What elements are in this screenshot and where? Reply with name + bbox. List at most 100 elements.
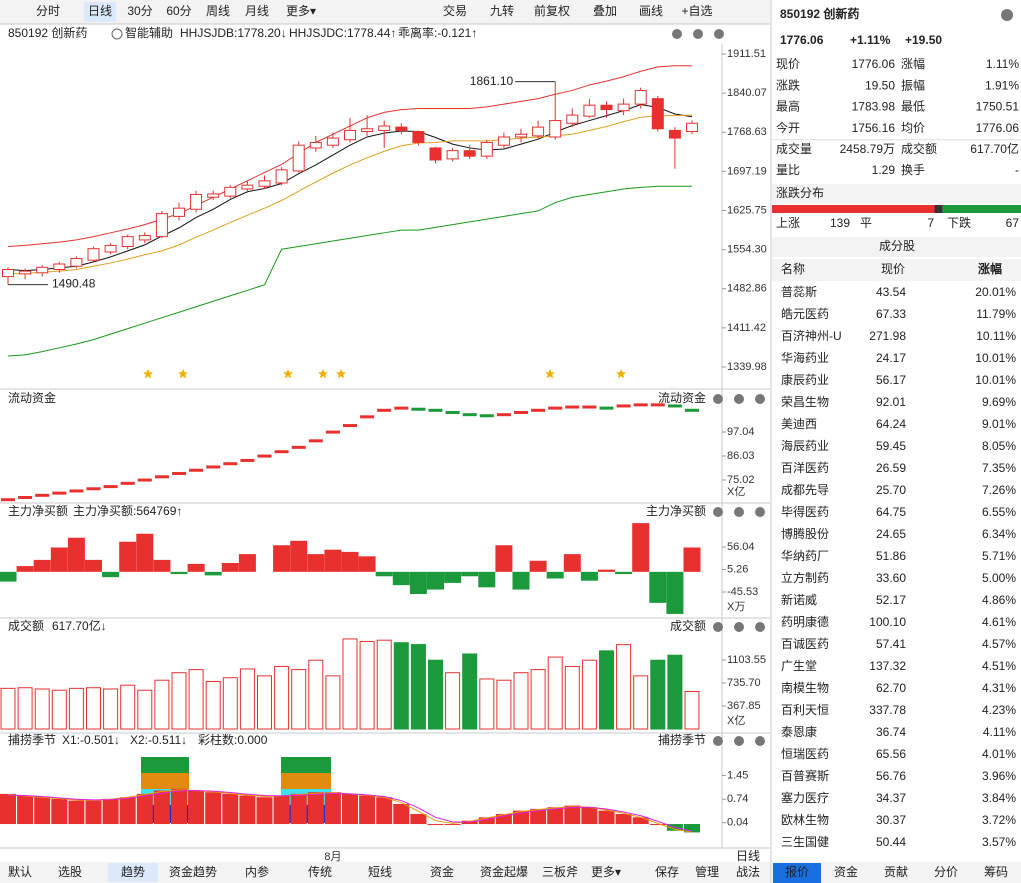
bottom-action[interactable]: 管理 xyxy=(695,864,719,879)
bar xyxy=(461,571,479,577)
toolbar-button[interactable]: 前复权 xyxy=(534,3,570,18)
stock-price: 43.54 xyxy=(876,285,906,299)
candle-body xyxy=(87,248,100,261)
volume-bar xyxy=(188,669,204,730)
stock-name[interactable]: 华纳药厂 xyxy=(781,549,829,563)
stock-change: 4.01% xyxy=(982,747,1016,761)
stock-change: 10.11% xyxy=(976,329,1016,343)
bottom-tab[interactable]: 选股 xyxy=(58,865,82,879)
bottom-tab[interactable]: 三板斧 xyxy=(542,865,578,879)
candle-body xyxy=(532,126,545,137)
flow-seg xyxy=(137,478,152,482)
stock-name[interactable]: 百利天恒 xyxy=(781,703,829,717)
volume-bar xyxy=(359,640,375,730)
bottom-tab[interactable]: 资金起爆 xyxy=(480,864,528,879)
toolbar-button[interactable]: 日线 xyxy=(88,4,112,18)
y-tick-label: 0.04 xyxy=(727,817,748,829)
stock-change: 4.51% xyxy=(982,659,1016,673)
stock-name[interactable]: 立方制药 xyxy=(781,570,829,585)
right-tab[interactable]: 资金 xyxy=(834,864,858,879)
stock-name[interactable]: 普蕊斯 xyxy=(781,285,817,299)
season-bar xyxy=(34,797,51,825)
stock-name[interactable]: 百济神州-U xyxy=(781,328,842,343)
col-header[interactable]: 涨幅 xyxy=(978,261,1002,276)
toolbar-button[interactable]: 更多▾ xyxy=(286,4,316,18)
candle-body xyxy=(515,133,527,138)
bar xyxy=(102,571,120,578)
stock-name[interactable]: 康辰药业 xyxy=(781,372,829,387)
season-bar xyxy=(684,824,700,833)
stock-name[interactable]: 新诺威 xyxy=(781,592,817,607)
season-bar xyxy=(598,810,615,825)
bottom-tab[interactable]: 资金 xyxy=(430,864,454,879)
toolbar-button[interactable]: 九转 xyxy=(490,3,514,18)
stock-name[interactable]: 海辰药业 xyxy=(781,438,829,453)
stock-name[interactable]: 成都先导 xyxy=(781,483,829,497)
stock-name[interactable]: 博腾股份 xyxy=(781,526,829,541)
quote-value: - xyxy=(1015,163,1019,177)
stock-name[interactable]: 塞力医疗 xyxy=(781,790,829,805)
toolbar-button[interactable]: 周线 xyxy=(206,4,230,18)
panel-icons[interactable] xyxy=(672,9,1013,746)
y-tick-label: -45.53 xyxy=(727,586,758,598)
bottom-tab[interactable]: 资金趋势 xyxy=(169,864,217,879)
bottom-tab[interactable]: 短线 xyxy=(368,865,392,879)
bottom-tab[interactable]: 趋势 xyxy=(121,865,145,879)
toolbar-button[interactable]: 分时 xyxy=(36,4,60,18)
panel-title: 捕捞季节 xyxy=(658,732,706,747)
right-tab[interactable]: 贡献 xyxy=(884,864,908,879)
stock-name[interactable]: 南模生物 xyxy=(781,680,829,695)
stock-name[interactable]: 泰恩康 xyxy=(781,724,817,739)
stocks-title-bg xyxy=(772,237,1021,257)
stock-name[interactable]: 药明康德 xyxy=(781,614,829,629)
right-tab[interactable]: 分价 xyxy=(934,865,958,879)
stock-name[interactable]: 百洋医药 xyxy=(781,460,829,475)
stock-name[interactable]: 恒瑞医药 xyxy=(781,747,829,761)
stock-price: 51.86 xyxy=(876,549,906,563)
toolbar-button[interactable]: 月线 xyxy=(245,4,269,18)
season-bar xyxy=(239,795,256,825)
bottom-tab[interactable]: 更多▾ xyxy=(591,865,621,879)
toolbar-button[interactable]: 画线 xyxy=(639,4,663,18)
right-tab[interactable]: 筹码 xyxy=(984,865,1008,879)
quote-label: 今开 xyxy=(776,120,800,135)
bottom-action[interactable]: 战法 xyxy=(736,865,760,879)
bottom-tab[interactable]: 默认 xyxy=(8,864,32,879)
toolbar-button[interactable]: +自选 xyxy=(681,4,712,18)
stock-name[interactable]: 美迪西 xyxy=(781,417,817,431)
quote-value: 1783.98 xyxy=(852,100,896,114)
stock-change: 6.34% xyxy=(982,527,1016,541)
season-bar xyxy=(102,798,119,825)
season-bar xyxy=(205,792,222,825)
stock-name[interactable]: 毕得医药 xyxy=(781,504,829,519)
bar xyxy=(341,551,359,572)
bottom-tab[interactable]: 传统 xyxy=(308,864,332,879)
stock-name[interactable]: 三生国健 xyxy=(781,835,829,849)
candle-body xyxy=(549,120,562,138)
season-bar xyxy=(85,800,102,825)
bottom-action[interactable]: 保存 xyxy=(655,865,679,879)
assist-label[interactable]: 智能辅助 xyxy=(125,25,173,40)
stock-name[interactable]: 欧林生物 xyxy=(781,813,829,827)
toolbar-button[interactable]: 60分 xyxy=(166,4,191,18)
toolbar-button[interactable]: 叠加 xyxy=(593,4,617,18)
dist-label: 上涨 xyxy=(776,215,800,230)
bottom-tab[interactable]: 内参 xyxy=(245,864,269,879)
stock-name[interactable]: 皓元医药 xyxy=(781,307,829,321)
stock-change: 4.23% xyxy=(982,703,1016,717)
legend-entry: HHJSJDB:1778.20↓ xyxy=(180,26,287,40)
bar xyxy=(0,571,17,582)
toolbar-button[interactable]: 交易 xyxy=(443,3,467,18)
stock-name[interactable]: 广生堂 xyxy=(781,659,817,673)
right-tab[interactable]: 报价 xyxy=(785,864,809,879)
stock-name[interactable]: 百普赛斯 xyxy=(781,768,829,783)
stock-name[interactable]: 百诚医药 xyxy=(781,637,829,651)
toolbar-button[interactable]: 30分 xyxy=(127,4,152,18)
legend-entry: X2:-0.511↓ xyxy=(130,733,187,747)
stock-name[interactable]: 华海药业 xyxy=(781,350,829,365)
flow-seg xyxy=(633,403,648,407)
dist-value: 7 xyxy=(927,216,934,230)
stock-name[interactable]: 荣昌生物 xyxy=(781,395,829,409)
season-bar xyxy=(17,795,34,825)
